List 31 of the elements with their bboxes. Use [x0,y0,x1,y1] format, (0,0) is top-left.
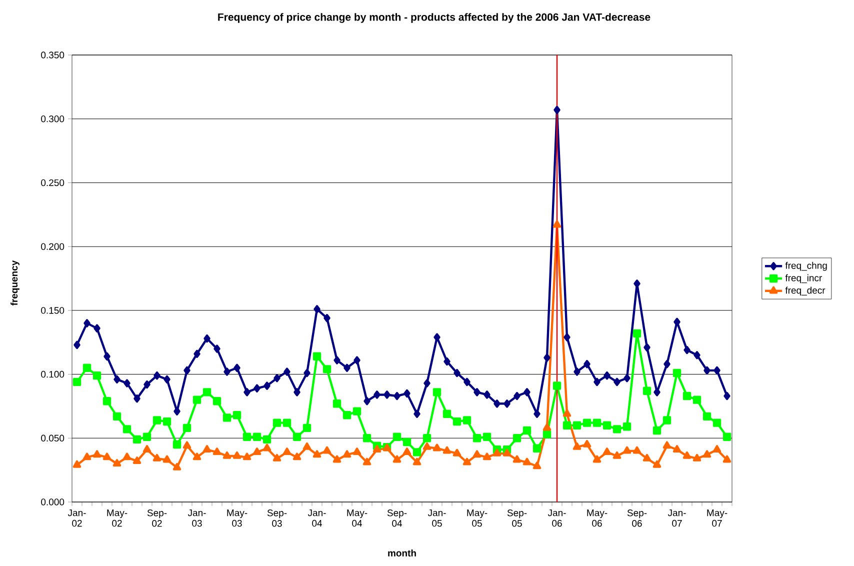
y-tick-label: 0.250 [41,179,64,186]
legend-label: freq_chng [785,262,827,271]
x-tick-label: May-05 [467,510,488,527]
x-tick-label: Jan-07 [668,510,686,527]
legend-label: freq_decr [785,286,826,296]
x-tick-label: May-04 [347,510,368,527]
x-tick-label: May-03 [227,510,248,527]
x-tick-label: Jan-02 [68,510,86,527]
x-tick-label: Sep-05 [507,510,527,527]
y-tick-label: 0.150 [41,307,64,314]
y-tick-label: 0.100 [41,370,64,378]
x-tick-label: Sep-06 [627,510,647,527]
x-tick-label: Sep-02 [147,510,167,527]
x-tick-label: May-02 [107,510,128,527]
y-tick-label: 0.300 [41,115,64,122]
chart-title: Frequency of price change by month - products affected by the 2006 Jan VAT-decrease [218,13,650,23]
y-tick-label: 0.350 [41,52,64,58]
x-tick-label: May-06 [587,510,608,527]
x-tick-label: Jan-03 [188,510,206,527]
x-tick-label: Jan-04 [308,510,326,527]
y-tick-label: 0.000 [41,498,64,506]
y-axis-title: frequency [10,260,20,306]
x-tick-label: Sep-04 [387,510,407,527]
x-axis-title: month [388,550,416,556]
x-tick-label: Jan-05 [428,510,446,527]
y-tick-label: 0.050 [41,434,64,442]
legend-label: freq_incr [785,274,822,284]
x-tick-label: Jan-06 [548,510,566,527]
y-tick-label: 0.200 [41,243,64,250]
x-tick-label: Sep-03 [267,510,287,527]
x-tick-label: May-07 [707,510,728,527]
